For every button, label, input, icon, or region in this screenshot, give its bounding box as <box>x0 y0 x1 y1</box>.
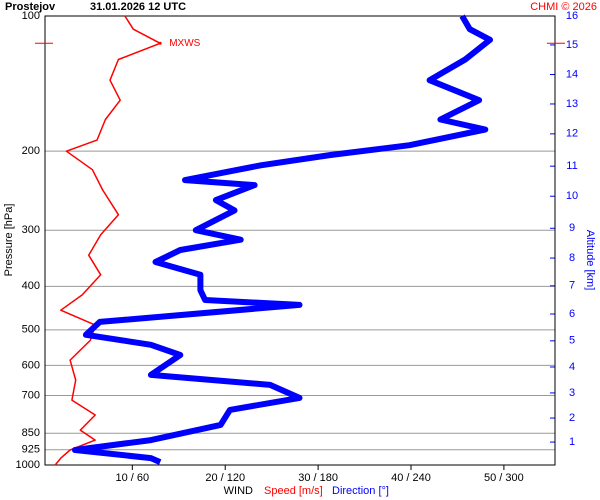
x-tick-label: 30 / 180 <box>298 472 338 484</box>
y2-tick-label: 2 <box>569 412 575 424</box>
y2-tick-label: 7 <box>569 280 575 292</box>
y-tick-label: 500 <box>22 324 40 336</box>
direction-label: Direction [°] <box>332 485 389 497</box>
series-line <box>72 14 493 465</box>
y-tick-label: 1000 <box>16 459 40 471</box>
series-line <box>54 15 161 466</box>
mxws-label: MXWS <box>169 38 200 49</box>
y2-tick-label: 4 <box>569 361 575 373</box>
mxws-point <box>158 41 162 45</box>
y-tick-label: 300 <box>22 224 40 236</box>
y2-tick-label: 15 <box>566 39 578 51</box>
x-axis-label: WIND <box>224 485 253 497</box>
y2-tick-label: 14 <box>566 68 578 80</box>
y2-tick-label: 12 <box>566 128 578 140</box>
y2-tick-label: 8 <box>569 252 575 264</box>
y2-tick-label: 9 <box>569 222 575 234</box>
y-tick-label: 400 <box>22 280 40 292</box>
y-tick-label: 925 <box>22 444 40 456</box>
y2-tick-label: 6 <box>569 308 575 320</box>
x-tick-label: 40 / 240 <box>391 472 431 484</box>
y-tick-label: 200 <box>22 145 40 157</box>
y-tick-label: 100 <box>22 10 40 22</box>
x-tick-label: 20 / 120 <box>205 472 245 484</box>
y2-tick-label: 16 <box>566 10 578 22</box>
station: Prostejov <box>5 1 56 13</box>
y-tick-label: 700 <box>22 389 40 401</box>
plot-frame <box>44 15 556 466</box>
y2-axis-label: Altitude [km] <box>584 230 596 291</box>
y2-tick-label: 3 <box>569 387 575 399</box>
x-tick-label: 50 / 300 <box>484 472 524 484</box>
speed-label: Speed [m/s] <box>264 485 323 497</box>
chart-title: 31.01.2026 12 UTC <box>90 1 186 13</box>
x-tick-label: 10 / 60 <box>116 472 150 484</box>
y-tick-label: 600 <box>22 359 40 371</box>
y2-tick-label: 5 <box>569 335 575 347</box>
y-tick-label: 850 <box>22 427 40 439</box>
y2-tick-label: 10 <box>566 190 578 202</box>
y-axis-label: Pressure [hPa] <box>3 204 15 277</box>
y2-tick-label: 11 <box>566 160 577 172</box>
y2-tick-label: 13 <box>566 98 578 110</box>
credit: CHMI © 2026 <box>530 1 597 13</box>
y2-tick-label: 1 <box>569 436 575 448</box>
